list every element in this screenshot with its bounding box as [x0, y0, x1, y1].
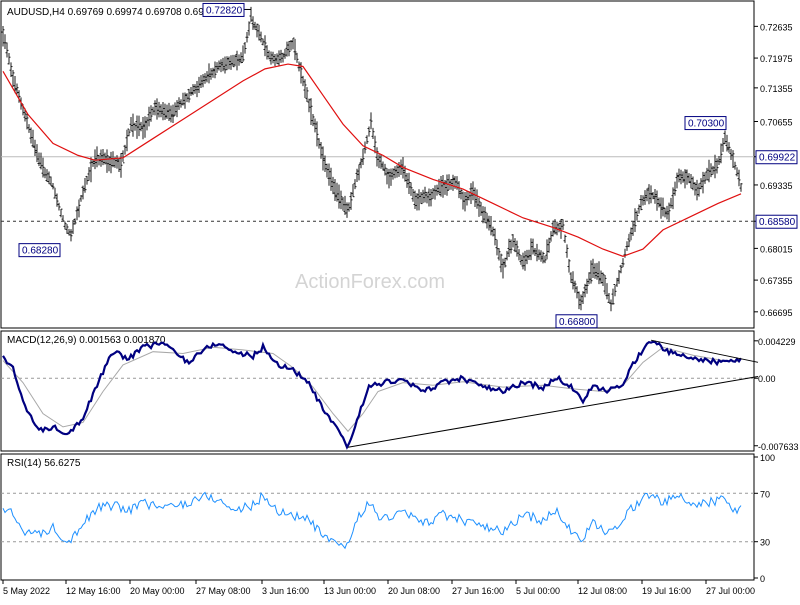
- macd-y-tick-label: -0.007633: [758, 442, 799, 452]
- macd-title: MACD(12,26,9) 0.001563 0.001870: [7, 335, 166, 346]
- annotation-label: 0.68280: [22, 246, 59, 257]
- annotation-box: [18, 243, 61, 258]
- moving-average-line: [2, 63, 742, 257]
- x-tick-label: 3 Jun 16:00: [262, 586, 309, 596]
- macd-trendline: [347, 375, 759, 448]
- rsi-y-tick-label: 0: [760, 574, 765, 584]
- macd-panel: MACD(12,26,9) 0.001563 0.001870: [0, 330, 755, 452]
- price-panel-frame: [0, 0, 755, 329]
- x-tick-label: 12 Jul 08:00: [578, 586, 627, 596]
- rsi-y-tick-label: 30: [760, 538, 770, 548]
- annotation-box: [555, 314, 598, 329]
- x-tick-label: 5 Jul 00:00: [516, 586, 560, 596]
- annotation-label: 0.69922: [759, 153, 796, 164]
- macd-line: [2, 340, 742, 450]
- annotation-box: [755, 150, 798, 165]
- price-y-tick-label: 0.72635: [760, 22, 793, 32]
- annotation-label: 0.70300: [688, 119, 725, 130]
- rsi-y-tick-label: 70: [760, 489, 770, 499]
- macd-y-tick-label: 0.00: [758, 374, 776, 384]
- macd-signal-line: [2, 346, 739, 433]
- rsi-panel-frame: [0, 453, 755, 581]
- rsi-line: [2, 491, 742, 550]
- annotation-label: 0.68580: [759, 217, 796, 228]
- macd-trendline: [650, 339, 759, 363]
- chart-marks: 0.72635 0.71975 0.71355 0.70655 0.69335 0.680…: [1, 2, 799, 596]
- x-tick-label: 27 Jul 00:00: [706, 586, 755, 596]
- price-y-tick-label: 0.66695: [760, 308, 793, 318]
- price-y-tick-label: 0.69335: [760, 181, 793, 191]
- price-y-tick-label: 0.67355: [760, 276, 793, 286]
- macd-y-tick-label: 0.004229: [758, 337, 796, 347]
- annotation-label: 0.72820: [206, 5, 243, 16]
- x-tick-label: 27 May 08:00: [196, 586, 251, 596]
- price-panel: AUDUSD,H4 0.69769 0.69974 0.69708 0.6992…: [0, 0, 755, 329]
- x-tick-label: 27 Jun 16:00: [452, 586, 504, 596]
- price-y-tick-label: 0.71975: [760, 54, 793, 64]
- price-y-tick-label: 0.68015: [760, 244, 793, 254]
- price-y-tick-label: 0.71355: [760, 84, 793, 94]
- watermark: ActionForex.com: [295, 271, 445, 293]
- x-tick-label: 5 May 2022: [3, 586, 50, 596]
- rsi-y-tick-label: 100: [760, 453, 775, 463]
- x-tick-label: 20 Jun 08:00: [388, 586, 440, 596]
- rsi-title: RSI(14) 56.6275: [7, 458, 81, 469]
- price-y-tick-label: 0.70655: [760, 118, 793, 128]
- x-tick-label: 12 May 16:00: [66, 586, 121, 596]
- x-tick-label: 13 Jun 00:00: [324, 586, 376, 596]
- x-tick-label: 19 Jul 16:00: [642, 586, 691, 596]
- annotation-box: [755, 214, 798, 229]
- x-tick-label: 20 May 00:00: [130, 586, 185, 596]
- macd-panel-frame: [0, 330, 755, 452]
- annotation-label: 0.66800: [559, 317, 596, 328]
- price-title: AUDUSD,H4 0.69769 0.69974 0.69708 0.6992…: [7, 7, 221, 18]
- rsi-panel: RSI(14) 56.6275: [0, 453, 755, 581]
- annotation-box: [684, 116, 727, 131]
- annotation-box: [202, 2, 245, 17]
